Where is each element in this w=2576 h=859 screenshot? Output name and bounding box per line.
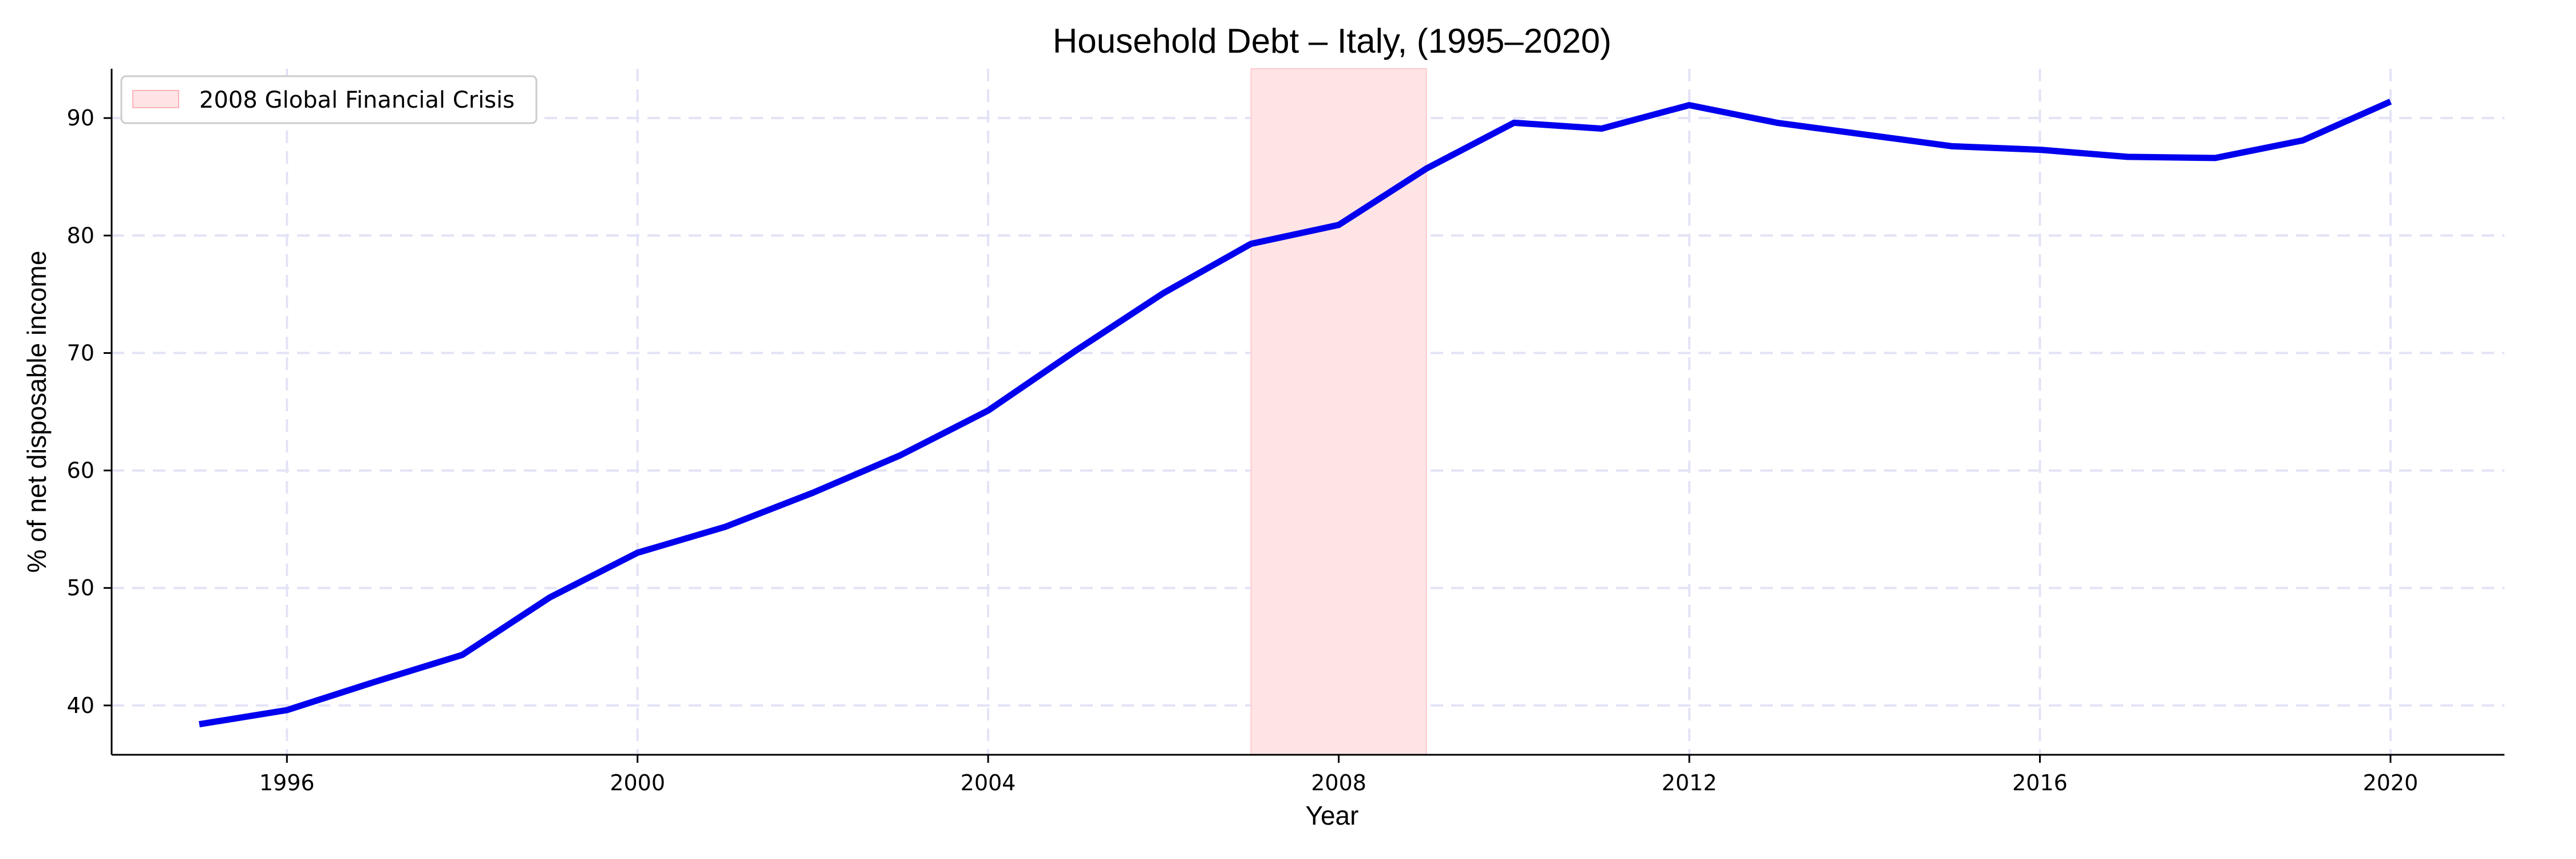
y-tick-label: 60 <box>67 458 94 483</box>
x-tick-label: 2020 <box>2363 770 2419 795</box>
crisis-shaded-region <box>1250 68 1427 755</box>
x-axis-label: Year <box>1306 801 1359 830</box>
y-tick-label: 70 <box>67 340 94 365</box>
legend: 2008 Global Financial Crisis <box>120 75 538 124</box>
x-ticks: 1996 2000 2004 2008 2012 2016 2020 <box>259 755 2418 795</box>
y-ticks: 40 50 60 70 80 90 <box>67 105 112 718</box>
series-lines <box>199 98 2392 728</box>
x-tick-label: 2016 <box>2012 770 2068 795</box>
chart-title: Household Debt – Italy, (1995–2020) <box>1053 22 1611 60</box>
y-axis-label: % of net disposable income <box>22 251 52 573</box>
axes-spines <box>110 69 2504 756</box>
legend-label: 2008 Global Financial Crisis <box>199 87 515 113</box>
y-tick-label: 40 <box>67 693 94 718</box>
x-tick-label: 2012 <box>1662 770 1717 795</box>
legend-frame <box>120 75 538 124</box>
y-tick-label: 90 <box>67 105 94 131</box>
series-line <box>199 98 2392 728</box>
legend-swatch <box>132 90 179 108</box>
x-tick-label: 2000 <box>610 770 665 795</box>
x-tick-label: 2004 <box>961 770 1016 795</box>
shaded-regions <box>1250 68 1427 755</box>
x-tick-label: 1996 <box>259 770 315 795</box>
y-tick-label: 50 <box>67 576 94 601</box>
y-tick-label: 80 <box>67 223 94 248</box>
x-tick-label: 2008 <box>1311 770 1366 795</box>
